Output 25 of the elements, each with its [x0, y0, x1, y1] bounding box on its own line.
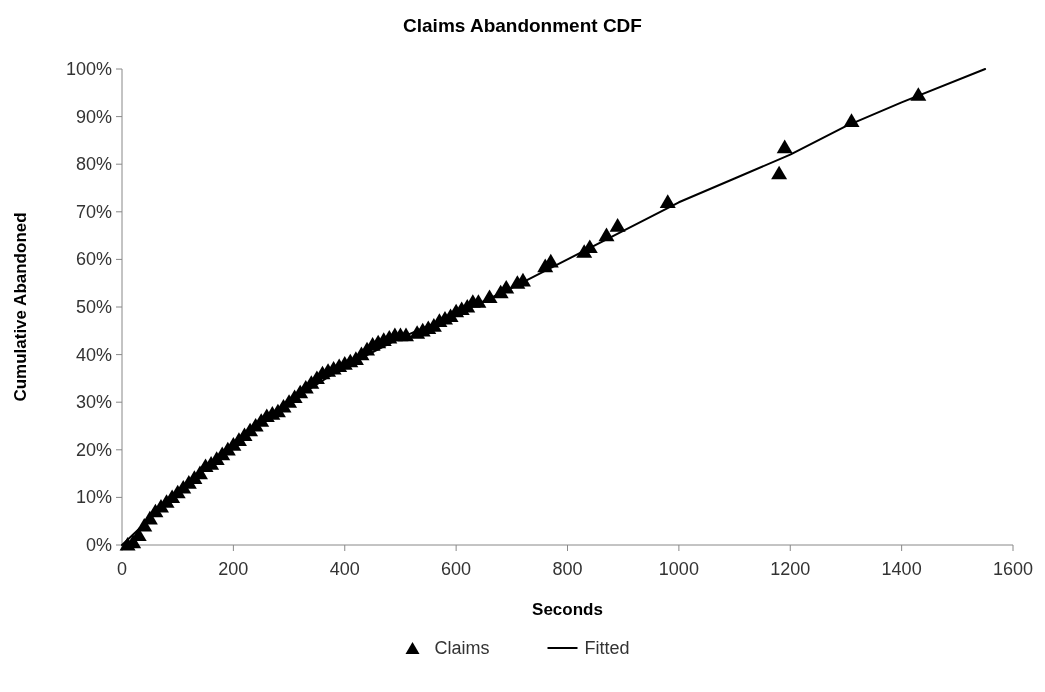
x-tick-label: 1000: [658, 559, 699, 579]
y-tick-label: 90%: [75, 106, 112, 127]
y-tick-label: 40%: [75, 344, 112, 365]
chart-title: Claims Abandonment CDF: [403, 15, 642, 36]
x-tick-label: 0: [116, 559, 128, 579]
y-tick-label: 80%: [75, 154, 112, 175]
y-tick-label: 0%: [85, 535, 112, 555]
x-tick-label: 1600: [992, 559, 1034, 579]
x-tick-label: 1200: [770, 559, 811, 579]
y-tick-label: 30%: [75, 392, 112, 413]
legend-label: Fitted: [584, 638, 630, 658]
y-tick-label: 100%: [65, 59, 112, 79]
y-tick-label: 60%: [75, 249, 112, 270]
y-tick-label: 20%: [75, 439, 112, 460]
y-tick-label: 50%: [75, 297, 112, 317]
legend-label: Claims: [434, 638, 490, 658]
x-tick-label: 200: [218, 559, 249, 579]
x-tick-label: 1400: [881, 559, 922, 579]
x-axis-title: Seconds: [532, 600, 603, 619]
x-tick-label: 600: [441, 559, 472, 579]
x-tick-label: 800: [552, 559, 583, 579]
y-axis-title: Cumulative Abandoned: [11, 212, 30, 402]
y-tick-label: 10%: [75, 487, 112, 508]
y-tick-label: 70%: [75, 201, 112, 222]
x-tick-label: 400: [329, 559, 360, 579]
